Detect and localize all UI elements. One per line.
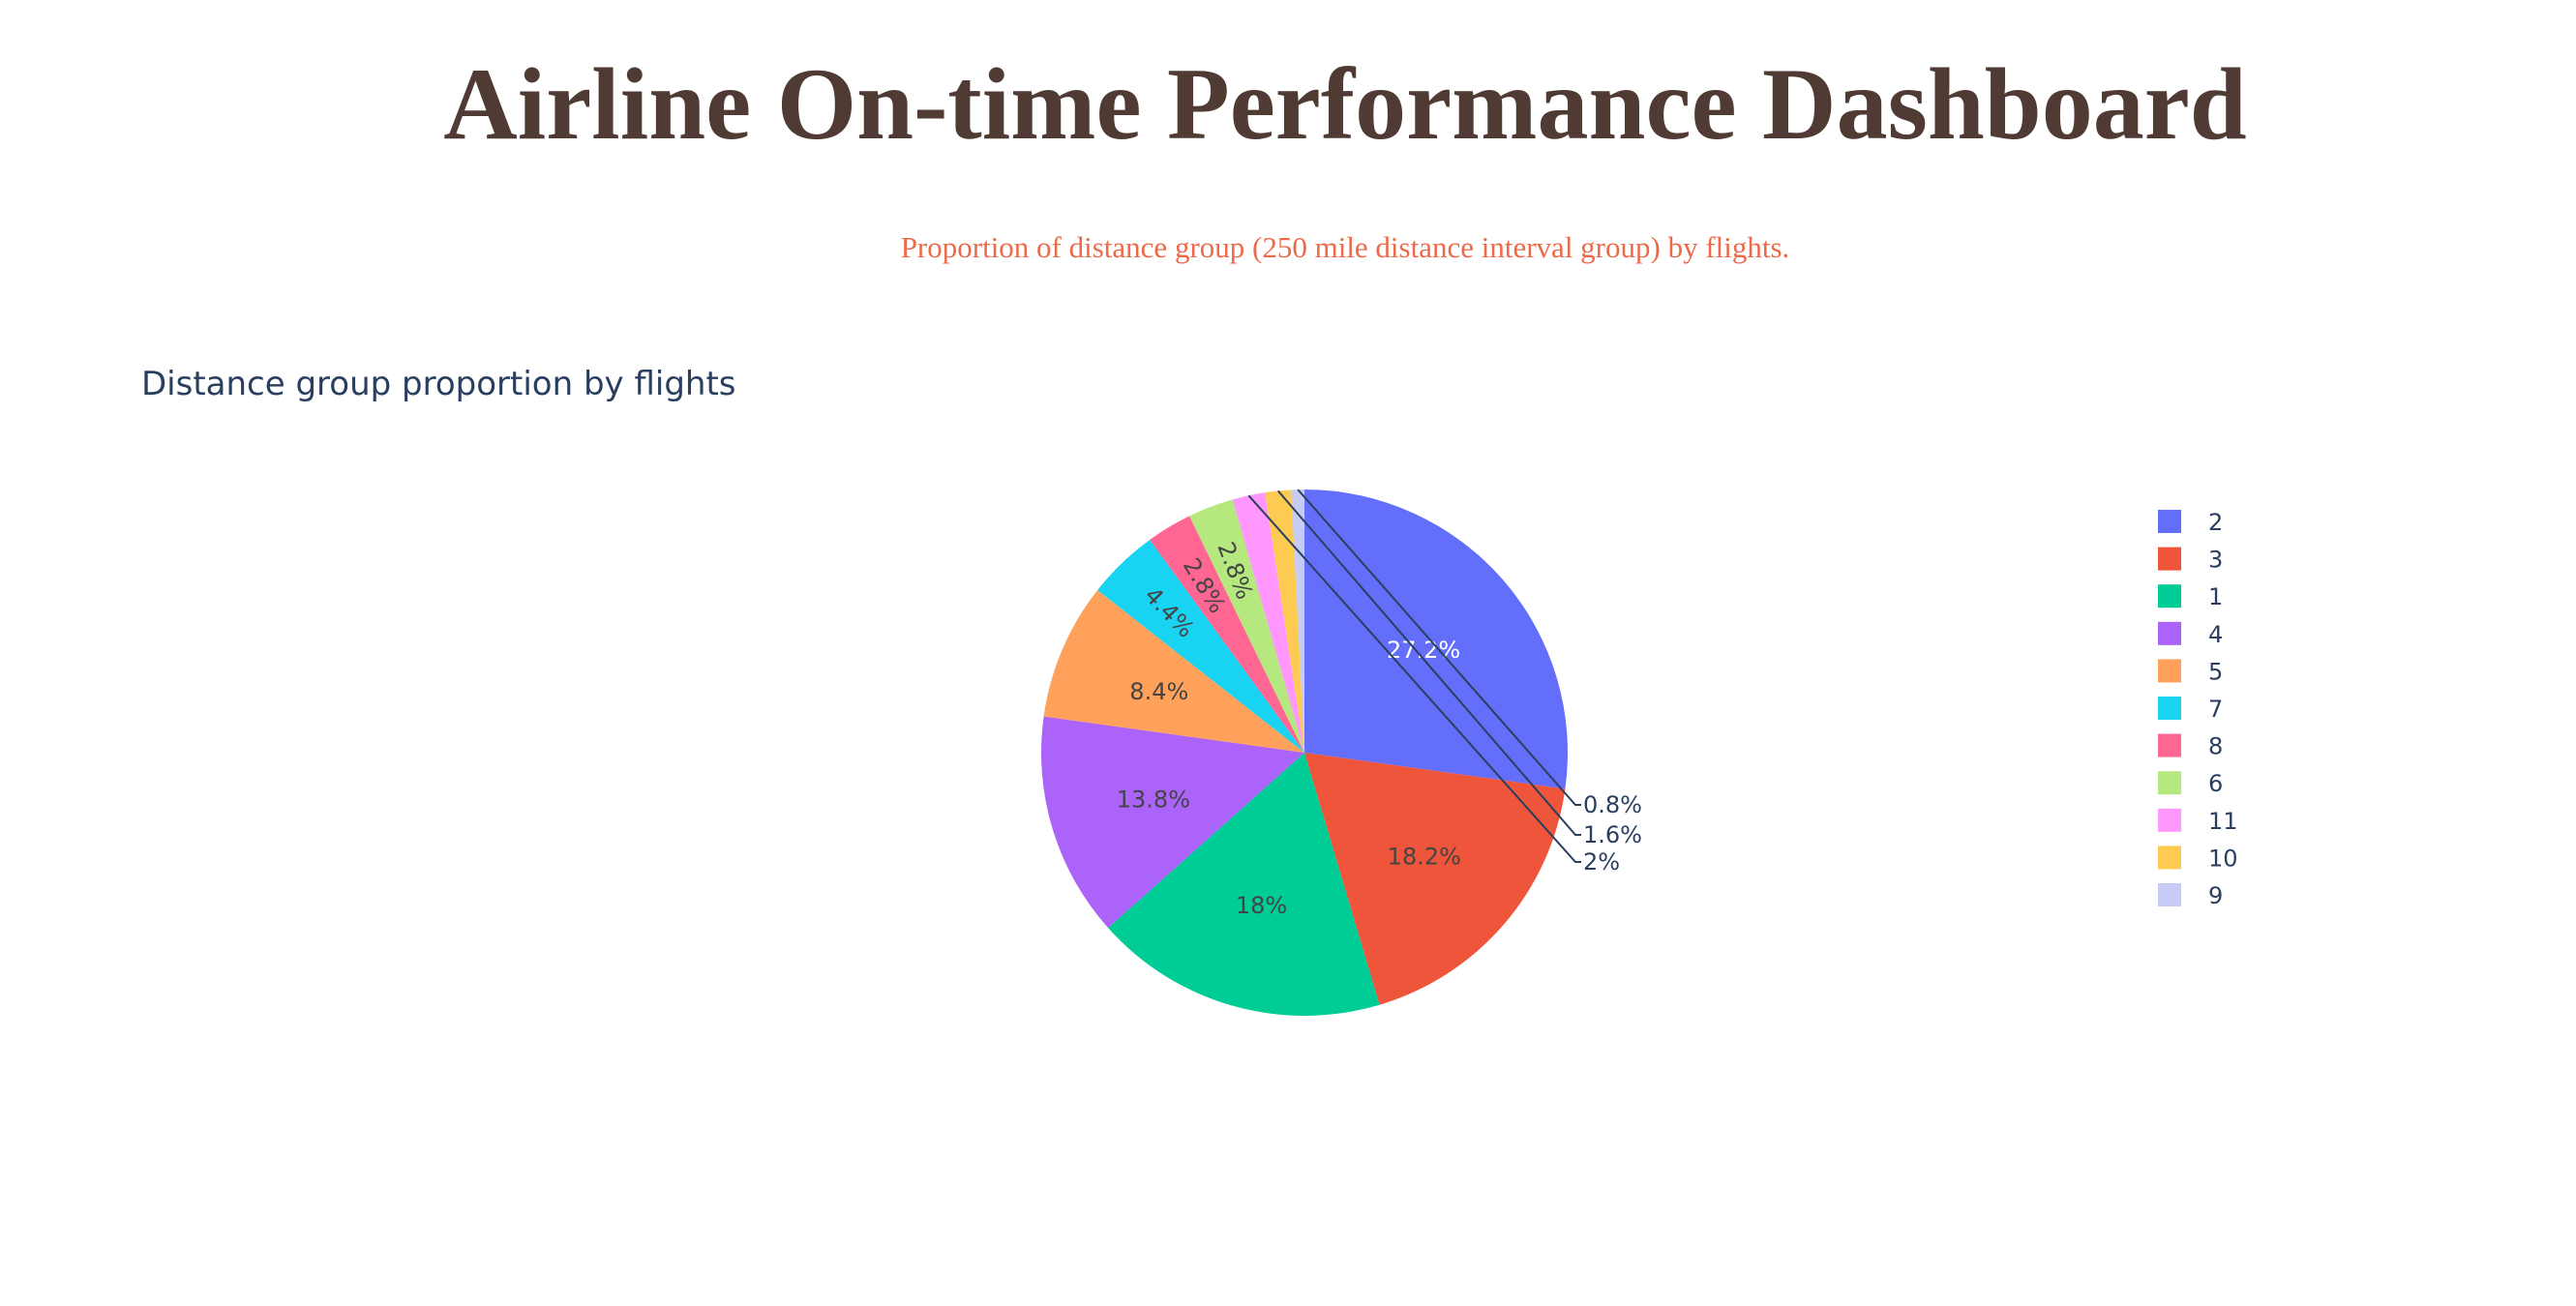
legend-item-4[interactable]: 4 — [2158, 621, 2223, 648]
legend-label-1: 1 — [2208, 583, 2223, 610]
pie-slice-11[interactable] — [1232, 492, 1304, 753]
pie-slice-6[interactable] — [1189, 499, 1304, 753]
legend-swatch-11 — [2158, 808, 2181, 832]
slice-label-11: 2% — [1583, 848, 1620, 876]
legend-label-9: 9 — [2208, 882, 2223, 909]
legend-label-11: 11 — [2208, 808, 2238, 835]
legend-swatch-9 — [2158, 883, 2181, 906]
slice-label-9: 0.8% — [1583, 791, 1642, 818]
legend-swatch-7 — [2158, 697, 2181, 720]
pie-slices — [1040, 490, 1569, 1017]
slice-label-5: 8.4% — [1129, 678, 1188, 705]
legend-swatch-6 — [2158, 771, 2181, 795]
leader-line-10 — [1276, 490, 1581, 836]
legend-swatch-2 — [2158, 510, 2181, 533]
legend-item-2[interactable]: 2 — [2158, 509, 2223, 536]
pie-chart-container: Distance group proportion by flights 27.… — [0, 319, 2576, 1306]
legend-item-9[interactable]: 9 — [2158, 882, 2223, 909]
legend-item-8[interactable]: 8 — [2158, 733, 2223, 760]
legend-label-5: 5 — [2208, 658, 2223, 685]
legend-item-1[interactable]: 1 — [2158, 583, 2223, 610]
legend: 2 3 1 4 5 7 8 6 11 10 9 — [2158, 509, 2238, 909]
legend-swatch-8 — [2158, 733, 2181, 757]
pie-slice-8[interactable] — [1150, 516, 1304, 753]
pie-slice-3[interactable] — [1304, 753, 1566, 1005]
legend-item-3[interactable]: 3 — [2158, 547, 2223, 574]
legend-label-7: 7 — [2208, 696, 2223, 723]
legend-label-10: 10 — [2208, 845, 2238, 872]
slice-label-10: 1.6% — [1583, 821, 1642, 848]
legend-swatch-4 — [2158, 621, 2181, 645]
slice-label-4: 13.8% — [1117, 787, 1190, 814]
legend-item-10[interactable]: 10 — [2158, 845, 2238, 872]
chart-title: Distance group proportion by flights — [141, 365, 736, 403]
legend-label-4: 4 — [2208, 621, 2223, 648]
legend-swatch-1 — [2158, 584, 2181, 608]
legend-item-5[interactable]: 5 — [2158, 658, 2223, 685]
slice-label-1: 18% — [1236, 892, 1287, 919]
pie-slice-1[interactable] — [1108, 753, 1380, 1017]
leader-line-9 — [1297, 489, 1581, 806]
pie-slice-4[interactable] — [1040, 716, 1304, 929]
slice-label-3: 18.2% — [1388, 843, 1461, 870]
page-title: Airline On-time Performance Dashboard — [443, 47, 2247, 161]
pie-slice-2[interactable] — [1304, 490, 1569, 789]
legend-item-7[interactable]: 7 — [2158, 696, 2223, 723]
page-subtitle: Proportion of distance group (250 mile d… — [900, 230, 1790, 264]
legend-label-3: 3 — [2208, 547, 2223, 574]
legend-swatch-3 — [2158, 547, 2181, 571]
pie-slice-10[interactable] — [1265, 490, 1304, 753]
legend-swatch-5 — [2158, 659, 2181, 683]
legend-label-8: 8 — [2208, 733, 2223, 760]
legend-label-6: 6 — [2208, 770, 2223, 797]
pie-slice-7[interactable] — [1097, 539, 1304, 753]
legend-item-6[interactable]: 6 — [2158, 770, 2223, 797]
leader-line-11 — [1247, 494, 1581, 863]
pie-chart: Distance group proportion by flights 27.… — [141, 365, 2238, 1017]
legend-item-11[interactable]: 11 — [2158, 808, 2238, 835]
legend-swatch-10 — [2158, 846, 2181, 870]
legend-label-2: 2 — [2208, 509, 2223, 536]
pie-slice-5[interactable] — [1043, 589, 1304, 753]
